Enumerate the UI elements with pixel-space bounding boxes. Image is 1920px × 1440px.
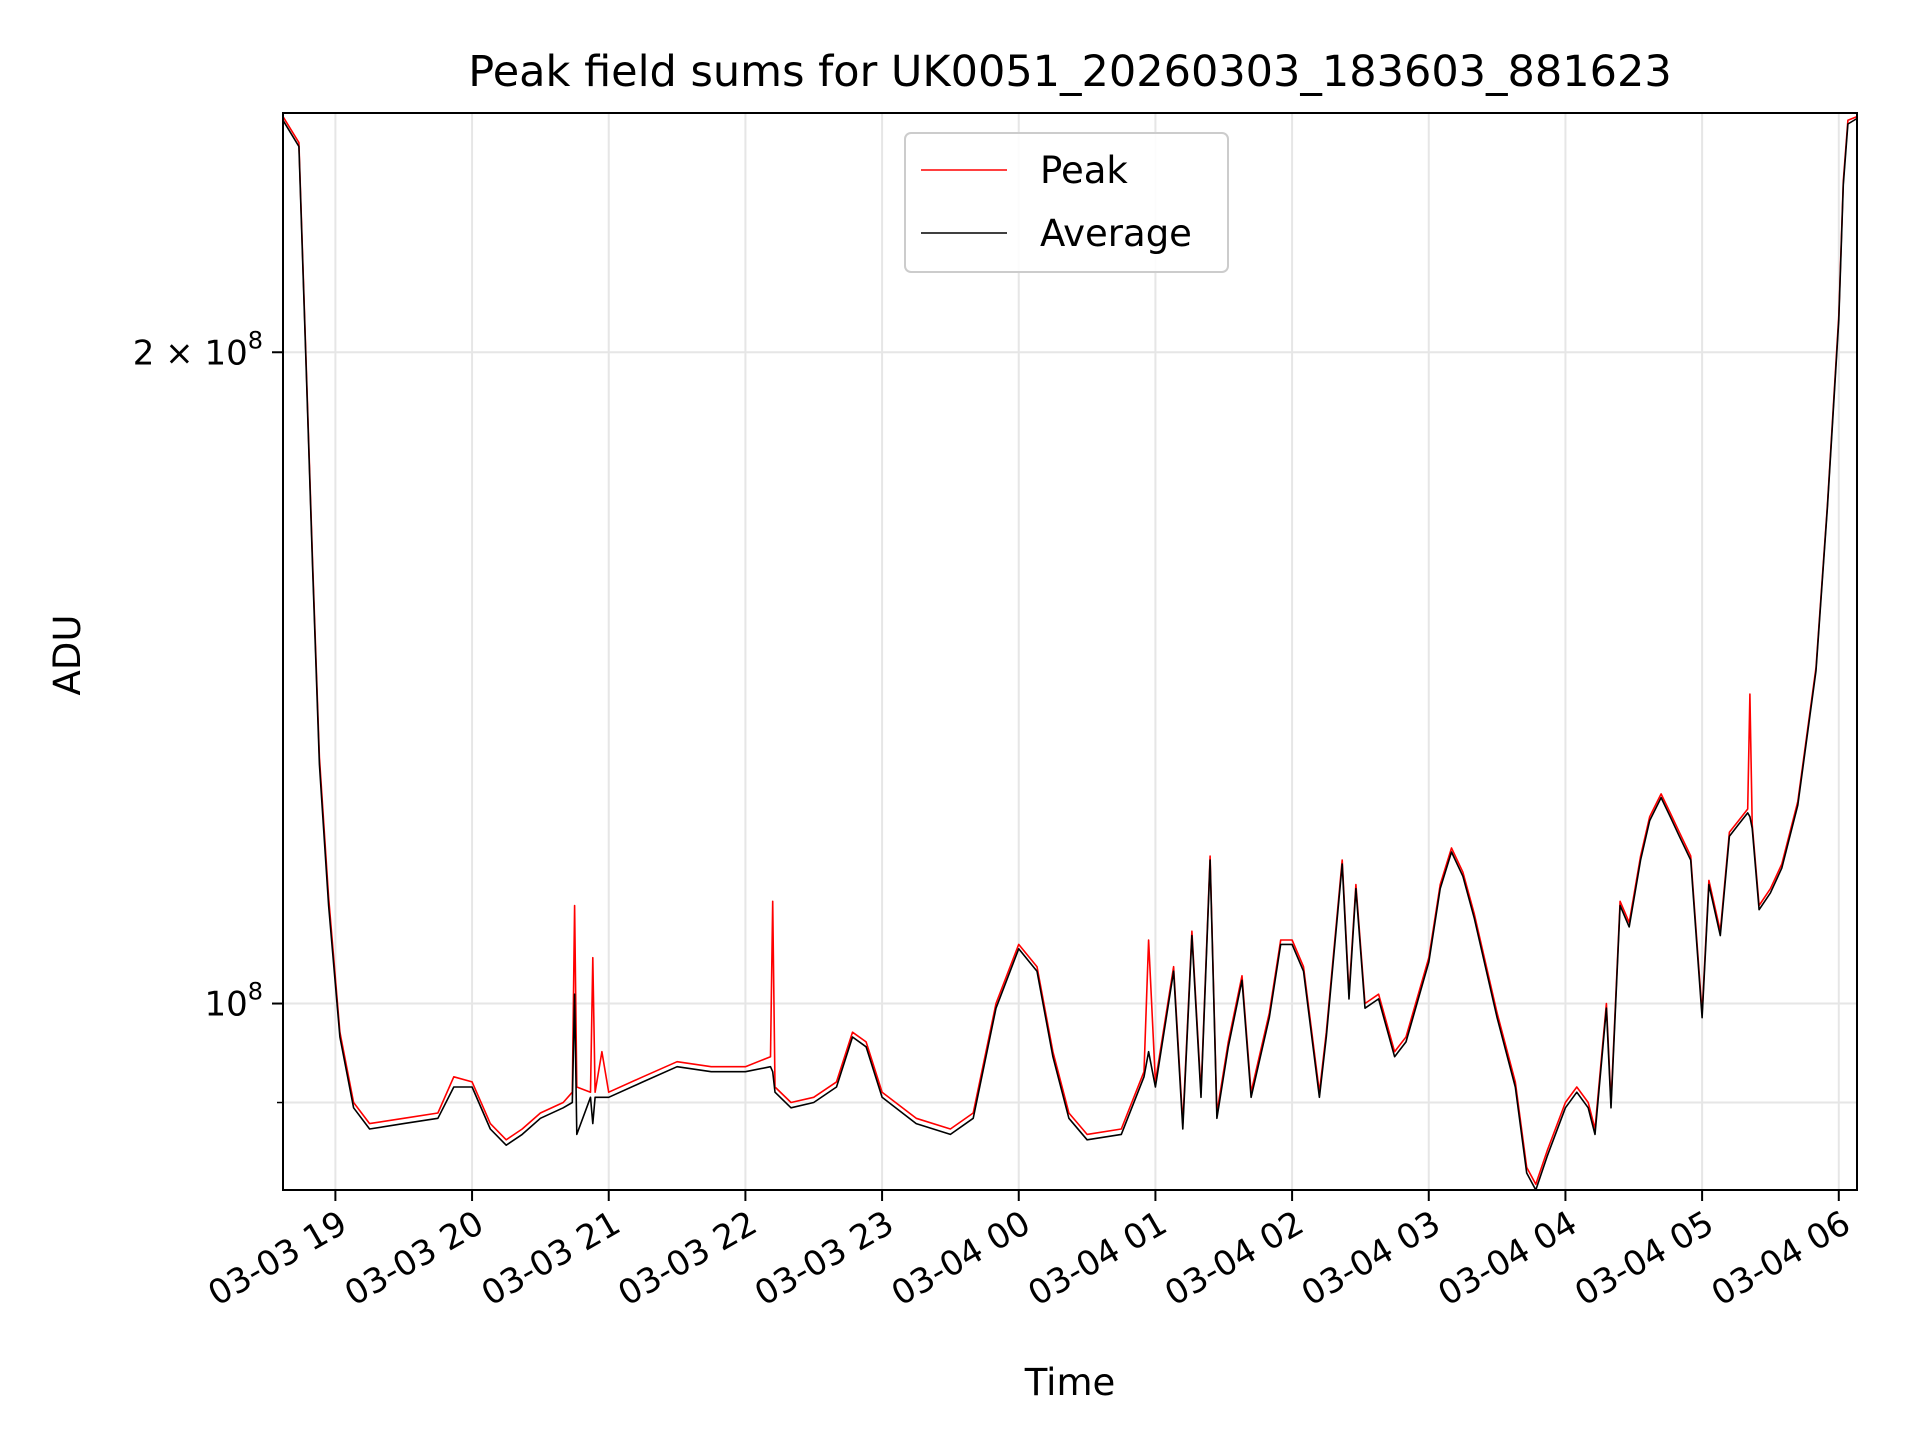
- chart-title: Peak field sums for UK0051_20260303_1836…: [468, 47, 1671, 97]
- legend: Peak Average: [904, 132, 1229, 273]
- x-axis-label: Time: [1024, 1361, 1116, 1404]
- y-tick-label: 108: [204, 978, 263, 1025]
- legend-label-average: Average: [1040, 212, 1192, 255]
- series-line-peak: [282, 115, 1858, 1186]
- plot-frame: [282, 112, 1858, 1191]
- legend-box: [904, 132, 1229, 273]
- y-axis-ticks: 108 2 × 108: [133, 326, 283, 1104]
- legend-label-peak: Peak: [1040, 149, 1128, 192]
- y-tick-label: 2 × 108: [133, 326, 263, 373]
- series-line-average: [282, 117, 1858, 1191]
- y-axis-label: ADU: [46, 615, 89, 696]
- series-layer: [282, 115, 1858, 1191]
